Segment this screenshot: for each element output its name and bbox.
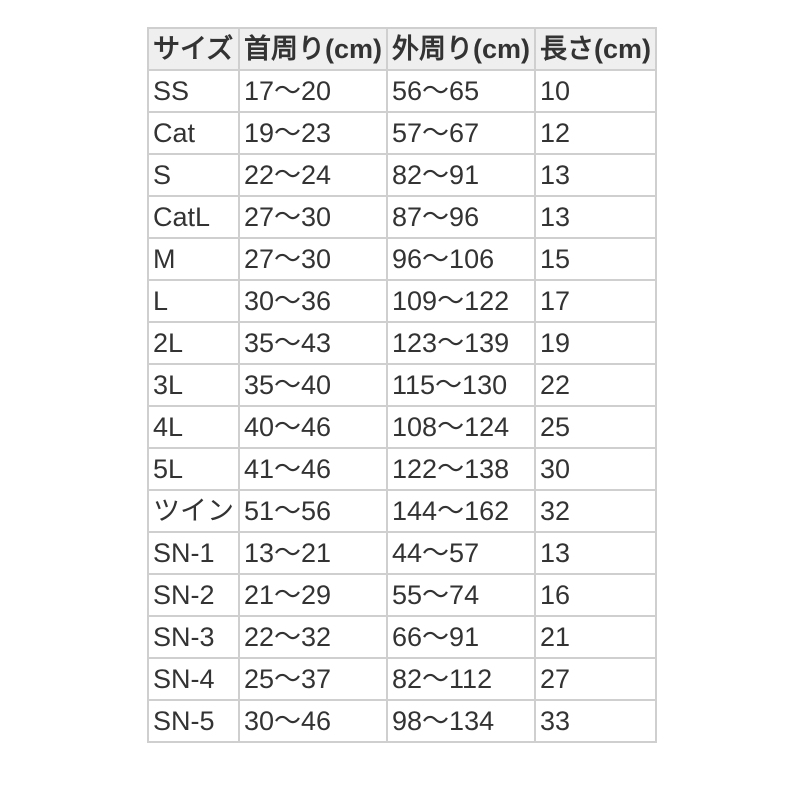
cell-girth: 98〜134: [386, 699, 537, 743]
cell-girth: 87〜96: [386, 195, 537, 239]
table-row: 5L 41〜46 122〜138 30: [147, 447, 658, 491]
cell-length: 21: [534, 615, 658, 659]
cell-neck: 41〜46: [237, 447, 389, 491]
table-row: 3L 35〜40 115〜130 22: [147, 363, 658, 407]
cell-neck: 13〜21: [237, 531, 389, 575]
cell-girth: 144〜162: [386, 489, 537, 533]
cell-neck: 22〜24: [237, 153, 389, 197]
table-row: 2L 35〜43 123〜139 19: [147, 321, 658, 365]
cell-neck: 35〜40: [237, 363, 389, 407]
header-length: 長さ(cm): [534, 27, 658, 71]
cell-girth: 96〜106: [386, 237, 537, 281]
cell-neck: 25〜37: [237, 657, 389, 701]
cell-girth: 82〜91: [386, 153, 537, 197]
cell-size: SN-5: [147, 699, 240, 743]
cell-length: 13: [534, 531, 658, 575]
cell-length: 15: [534, 237, 658, 281]
cell-size: SN-2: [147, 573, 240, 617]
cell-neck: 17〜20: [237, 69, 389, 113]
cell-girth: 123〜139: [386, 321, 537, 365]
table-row: ツイン 51〜56 144〜162 32: [147, 489, 658, 533]
cell-size: SS: [147, 69, 240, 113]
header-size: サイズ: [147, 27, 240, 71]
cell-length: 19: [534, 321, 658, 365]
cell-girth: 122〜138: [386, 447, 537, 491]
cell-length: 22: [534, 363, 658, 407]
cell-size: CatL: [147, 195, 240, 239]
cell-length: 17: [534, 279, 658, 323]
cell-neck: 30〜36: [237, 279, 389, 323]
cell-length: 16: [534, 573, 658, 617]
cell-girth: 56〜65: [386, 69, 537, 113]
cell-neck: 21〜29: [237, 573, 389, 617]
cell-size: 2L: [147, 321, 240, 365]
table-row: Cat 19〜23 57〜67 12: [147, 111, 658, 155]
cell-length: 30: [534, 447, 658, 491]
cell-girth: 108〜124: [386, 405, 537, 449]
header-row: サイズ 首周り(cm) 外周り(cm) 長さ(cm): [147, 27, 658, 71]
cell-length: 10: [534, 69, 658, 113]
table-row: SS 17〜20 56〜65 10: [147, 69, 658, 113]
cell-neck: 51〜56: [237, 489, 389, 533]
cell-length: 25: [534, 405, 658, 449]
header-neck: 首周り(cm): [237, 27, 389, 71]
table-row: SN-5 30〜46 98〜134 33: [147, 699, 658, 743]
table-row: SN-4 25〜37 82〜112 27: [147, 657, 658, 701]
cell-girth: 66〜91: [386, 615, 537, 659]
cell-neck: 27〜30: [237, 195, 389, 239]
cell-size: 4L: [147, 405, 240, 449]
table-row: SN-3 22〜32 66〜91 21: [147, 615, 658, 659]
cell-size: 3L: [147, 363, 240, 407]
header-girth: 外周り(cm): [386, 27, 537, 71]
cell-length: 13: [534, 153, 658, 197]
cell-length: 12: [534, 111, 658, 155]
cell-girth: 82〜112: [386, 657, 537, 701]
cell-size: SN-3: [147, 615, 240, 659]
cell-girth: 55〜74: [386, 573, 537, 617]
table-row: SN-1 13〜21 44〜57 13: [147, 531, 658, 575]
table-row: S 22〜24 82〜91 13: [147, 153, 658, 197]
table-row: 4L 40〜46 108〜124 25: [147, 405, 658, 449]
cell-neck: 30〜46: [237, 699, 389, 743]
cell-neck: 27〜30: [237, 237, 389, 281]
cell-length: 33: [534, 699, 658, 743]
table-row: L 30〜36 109〜122 17: [147, 279, 658, 323]
cell-size: SN-4: [147, 657, 240, 701]
size-chart-table: サイズ 首周り(cm) 外周り(cm) 長さ(cm) SS 17〜20 56〜65 1…: [147, 27, 658, 743]
cell-girth: 44〜57: [386, 531, 537, 575]
table-row: SN-2 21〜29 55〜74 16: [147, 573, 658, 617]
cell-length: 13: [534, 195, 658, 239]
cell-neck: 22〜32: [237, 615, 389, 659]
cell-girth: 109〜122: [386, 279, 537, 323]
table-row: M 27〜30 96〜106 15: [147, 237, 658, 281]
cell-size: L: [147, 279, 240, 323]
cell-girth: 57〜67: [386, 111, 537, 155]
cell-girth: 115〜130: [386, 363, 537, 407]
cell-neck: 35〜43: [237, 321, 389, 365]
cell-length: 32: [534, 489, 658, 533]
cell-neck: 19〜23: [237, 111, 389, 155]
cell-size: M: [147, 237, 240, 281]
cell-size: Cat: [147, 111, 240, 155]
cell-size: S: [147, 153, 240, 197]
cell-size: 5L: [147, 447, 240, 491]
cell-neck: 40〜46: [237, 405, 389, 449]
table-row: CatL 27〜30 87〜96 13: [147, 195, 658, 239]
cell-size: ツイン: [147, 489, 240, 533]
cell-length: 27: [534, 657, 658, 701]
cell-size: SN-1: [147, 531, 240, 575]
